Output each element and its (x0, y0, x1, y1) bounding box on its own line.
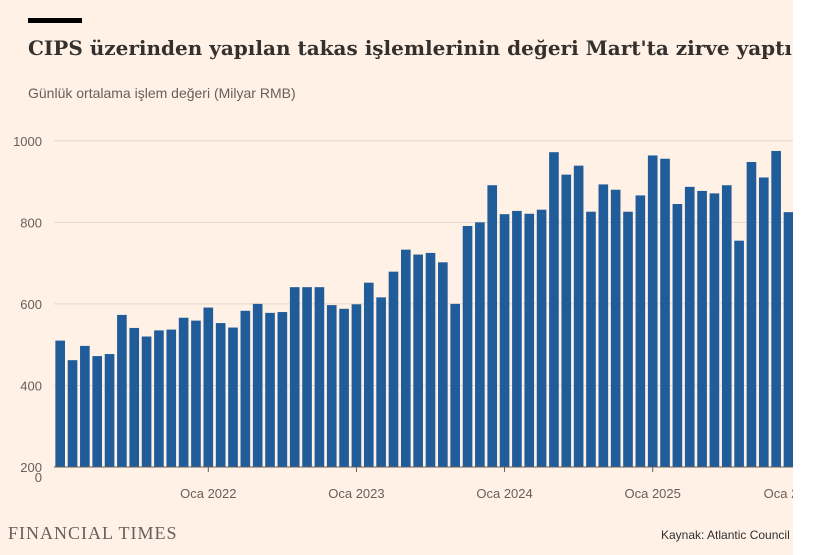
bar (203, 307, 214, 467)
bars (55, 150, 793, 468)
bar (783, 212, 793, 467)
bar (141, 336, 152, 467)
y-baseline-label: 0 (35, 470, 42, 485)
bar (67, 360, 78, 467)
bar (191, 320, 201, 467)
source-note: Kaynak: Atlantic Council (661, 528, 790, 542)
bar (166, 329, 177, 467)
bar (228, 327, 238, 467)
bar (92, 356, 103, 467)
bar (475, 222, 485, 467)
bar (438, 262, 448, 467)
bar (598, 184, 609, 467)
bar (721, 185, 732, 467)
chart-panel: CIPS üzerinden yapılan takas işlemlerini… (0, 0, 793, 555)
bar (647, 155, 658, 468)
bar (586, 211, 596, 467)
y-tick-label: 400 (20, 378, 42, 393)
bar (771, 150, 781, 467)
bar (758, 177, 769, 467)
bar (265, 312, 275, 467)
x-tick-label: Oca 2022 (180, 486, 236, 501)
y-axis-labels: 200 400 600 800 1000 0 (13, 134, 42, 485)
bar (277, 312, 288, 467)
bar (314, 287, 325, 467)
bar (388, 271, 399, 467)
bar (450, 303, 461, 467)
bar (487, 185, 498, 467)
bar (684, 186, 695, 467)
x-axis: Oca 2022 Oca 2023 Oca 2024 Oca 2025 Oca 2026 (54, 466, 793, 501)
header-bar (28, 18, 82, 23)
y-tick-label: 1000 (13, 134, 42, 149)
bar (80, 345, 90, 467)
bar (425, 252, 436, 467)
bar (240, 310, 251, 467)
bar (376, 297, 386, 467)
bar (610, 189, 621, 467)
bar (512, 210, 522, 467)
bar (561, 174, 572, 467)
bar (351, 304, 362, 467)
y-tick-label: 600 (20, 297, 42, 312)
bar (339, 308, 349, 467)
bar (499, 214, 510, 467)
bar (746, 161, 757, 467)
x-tick-label: Oca 2025 (625, 486, 681, 501)
bar (697, 190, 707, 467)
bar (635, 195, 646, 468)
chart-title: CIPS üzerinden yapılan takas işlemlerini… (28, 36, 793, 60)
bar (549, 152, 559, 467)
bar (660, 158, 670, 467)
bar (104, 354, 115, 467)
bar (117, 314, 127, 467)
bar (462, 226, 473, 467)
bar (178, 317, 189, 467)
bar (413, 254, 423, 467)
bar (709, 193, 720, 467)
y-tick-label: 800 (20, 215, 42, 230)
x-tick-label: Oca 2023 (328, 486, 384, 501)
bar (252, 303, 263, 467)
bar (326, 305, 337, 467)
bar (154, 330, 164, 467)
x-tick-label: Oca 2026 (764, 486, 793, 501)
bar (363, 282, 374, 467)
bar (129, 327, 140, 467)
y-tick-label: 200 (20, 460, 42, 475)
x-tick-label: Oca 2024 (476, 486, 532, 501)
bar (302, 287, 312, 467)
ft-logo: FINANCIAL TIMES (8, 523, 178, 543)
bar (573, 165, 584, 467)
bar (623, 211, 633, 467)
bar (524, 213, 535, 467)
bar (215, 323, 226, 467)
bar (734, 240, 744, 467)
bar (672, 203, 683, 467)
bar (289, 287, 300, 467)
bar (55, 340, 65, 467)
bar (400, 249, 411, 467)
chart-subtitle: Günlük ortalama işlem değeri (Milyar RMB… (28, 85, 296, 101)
bar (536, 209, 547, 468)
